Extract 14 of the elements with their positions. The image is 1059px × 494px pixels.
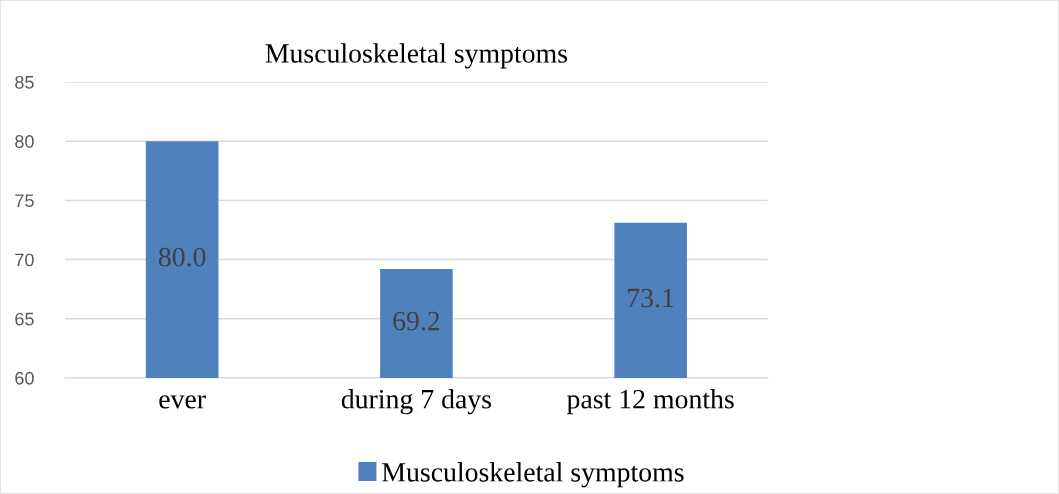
x-tick-label: past 12 months xyxy=(566,389,734,415)
y-tick-label: 75 xyxy=(15,194,34,208)
y-tick-label: 80 xyxy=(15,135,34,148)
y-tick-label: 60 xyxy=(15,371,34,385)
chart-title: Musculoskeletal symptoms xyxy=(265,43,567,69)
y-tick-label: 85 xyxy=(15,75,34,89)
text: 69.2 xyxy=(393,311,440,331)
x-tick-label: during 7 days xyxy=(341,389,491,415)
text: 80.0 xyxy=(158,247,206,267)
x-tick-label: ever xyxy=(159,395,206,409)
legend-label: Musculoskeletal symptoms xyxy=(382,462,684,488)
y-tick-label: 70 xyxy=(15,253,34,267)
text: 73.1 xyxy=(628,288,674,308)
y-tick-label: 65 xyxy=(15,312,34,326)
